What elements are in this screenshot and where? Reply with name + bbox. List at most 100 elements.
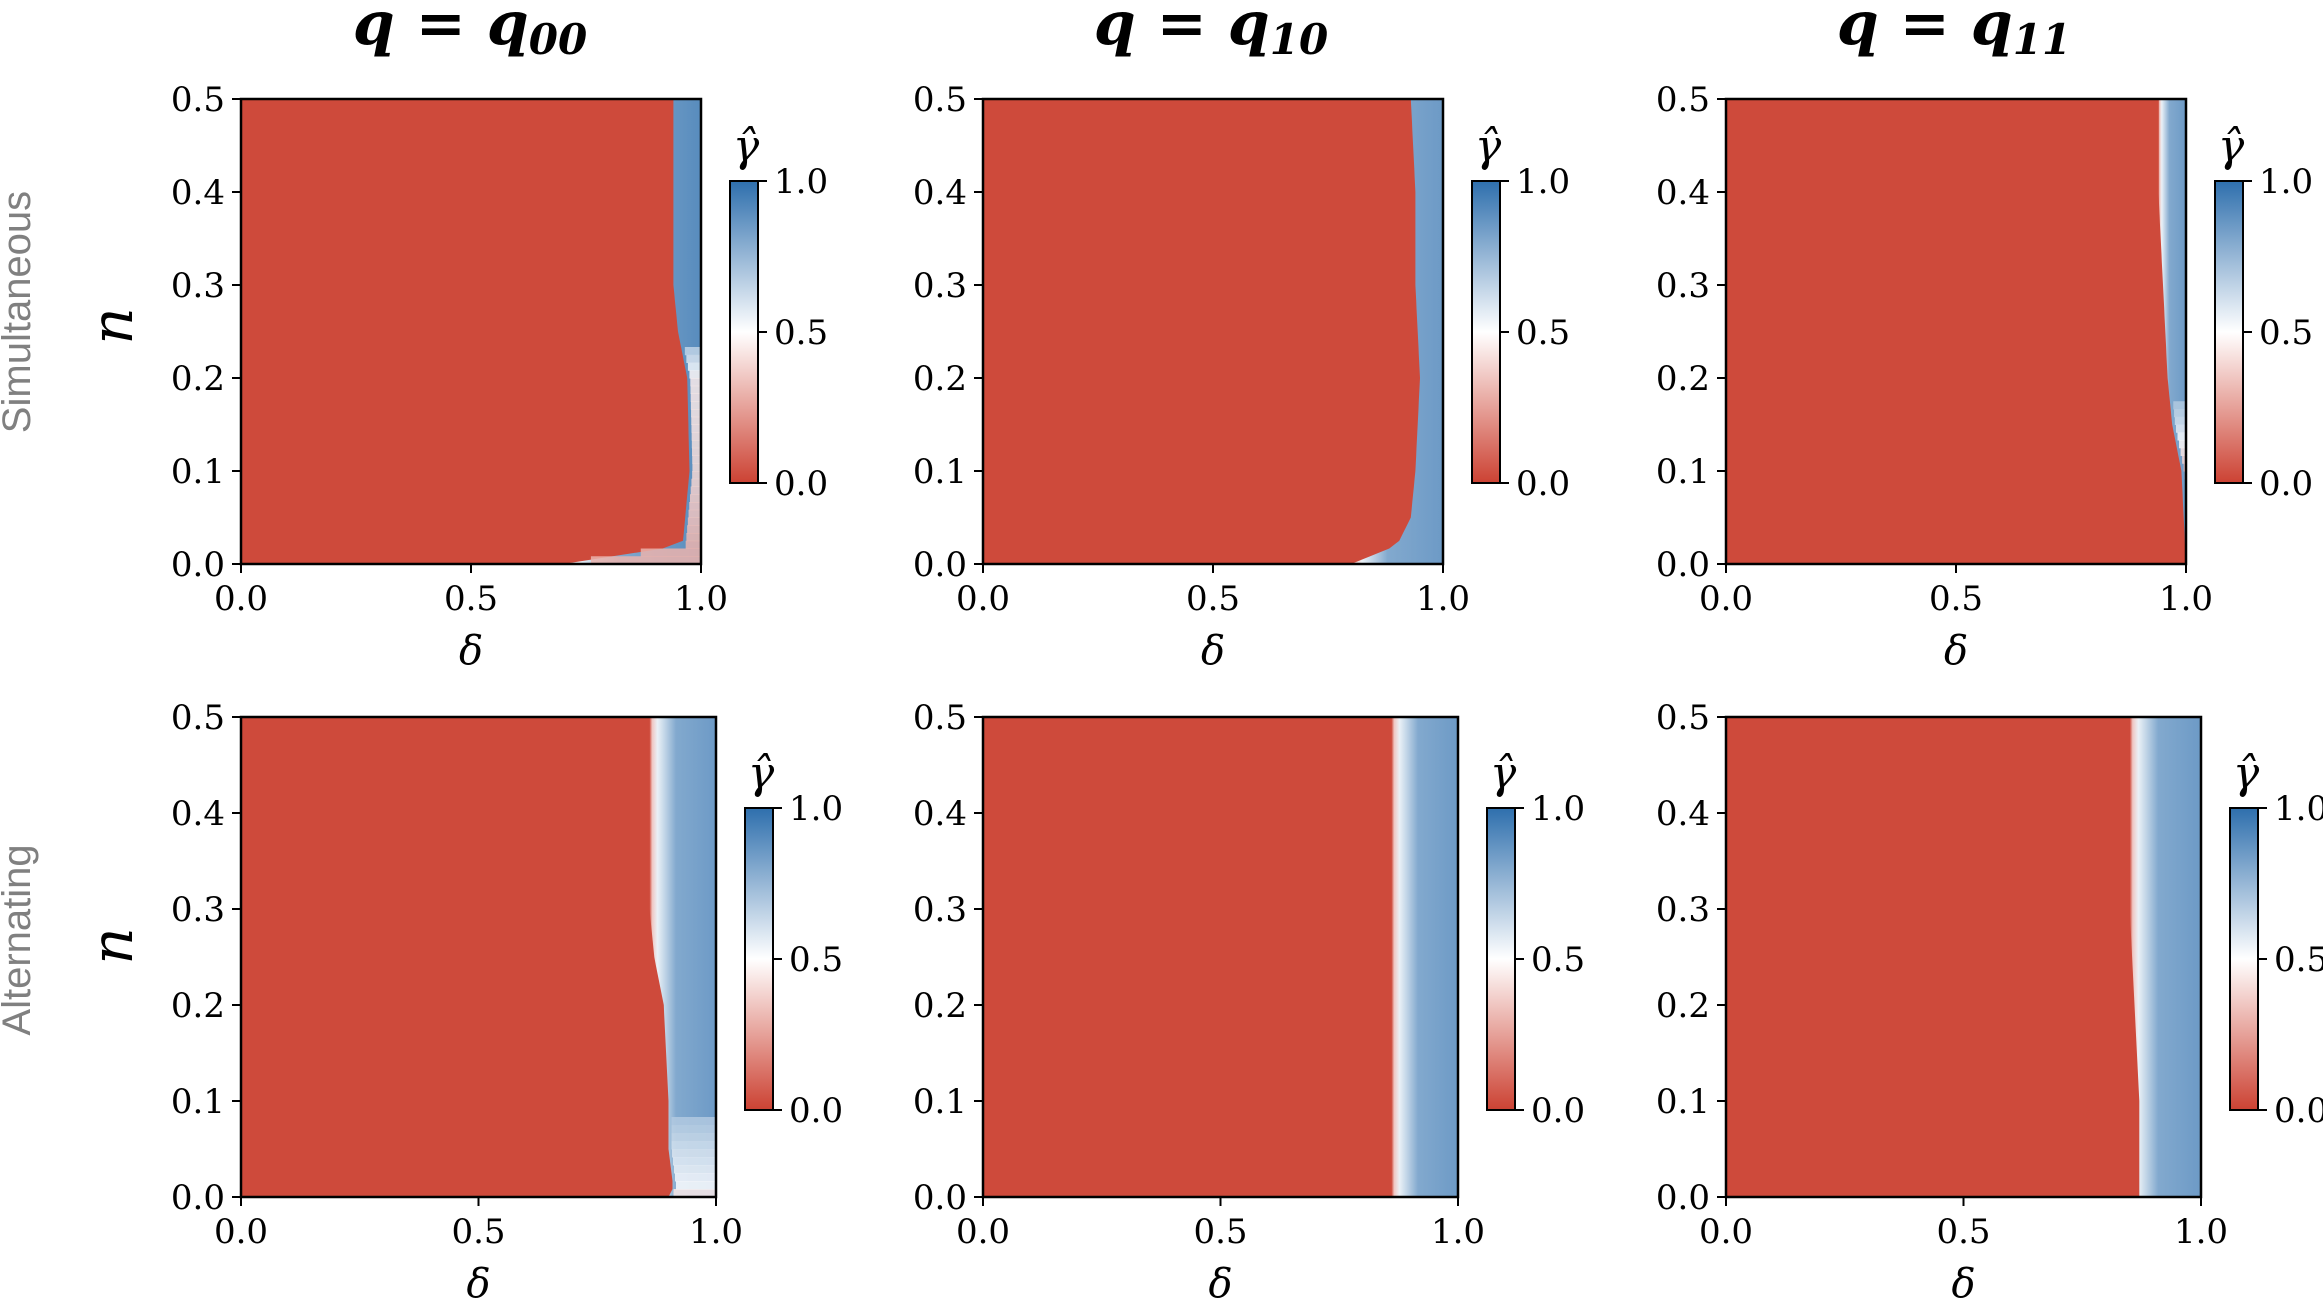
- heatmap-background: [1726, 717, 2201, 1197]
- low-value-strip: [690, 385, 701, 394]
- low-value-strip: [671, 1149, 716, 1158]
- colorbar-tick-label: 0.0: [2259, 464, 2313, 504]
- y-tick-label: 0.5: [1656, 80, 1710, 120]
- low-value-strip: [691, 478, 701, 487]
- x-tick-label: 0.0: [956, 579, 1010, 619]
- row-label-simultaneous: Simultaneous: [0, 191, 39, 433]
- low-value-strip: [692, 463, 701, 472]
- low-value-strip: [687, 517, 701, 526]
- y-tick-label: 0.1: [171, 452, 225, 492]
- y-tick-label: 0.4: [913, 173, 967, 213]
- column-title-2: q = q10: [1094, 0, 1328, 64]
- x-axis-label: δ: [1208, 1261, 1232, 1307]
- heatmap-background: [241, 717, 716, 1197]
- low-value-strip: [686, 533, 701, 542]
- x-tick-label: 1.0: [689, 1212, 743, 1252]
- heatmap-high-region: [2158, 99, 2186, 564]
- low-value-strip: [685, 540, 701, 549]
- low-value-strip: [2175, 424, 2186, 433]
- x-tick-label: 0.0: [214, 579, 268, 619]
- y-tick-label: 0.1: [171, 1082, 225, 1122]
- cooperation-region: [2129, 717, 2201, 1197]
- low-value-strip: [2180, 447, 2186, 456]
- low-value-strip: [692, 447, 701, 456]
- panel-grid: 0.0 0.1 0.2 0.3 0.4 0.5 0.0 0.5 1.0 δ 0.0 0.5 1.0 γ̂ 0…: [171, 80, 2323, 1307]
- heatmap-background: [983, 717, 1458, 1197]
- y-tick-label: 0.3: [913, 266, 967, 306]
- heatmap-panel-simultaneous-q10: 0.0 0.1 0.2 0.3 0.4 0.5 0.0 0.5 1.0 δ 0.0 0.5 1.0 γ̂: [913, 80, 1570, 674]
- heatmap-panel-simultaneous-q11: 0.0 0.1 0.2 0.3 0.4 0.5 0.0 0.5 1.0 δ 0.0 0.5 1.0 γ̂: [1656, 80, 2313, 674]
- row2-y-axis-label: n: [78, 927, 146, 964]
- low-value-strip: [691, 416, 701, 425]
- colorbar-tick-label: 0.5: [1516, 313, 1570, 353]
- low-value-strip: [688, 509, 701, 518]
- low-value-strip: [671, 1125, 716, 1134]
- heatmap-background: [1726, 99, 2186, 564]
- column-title-2-subscript: 10: [1270, 15, 1328, 64]
- y-tick-label: 0.0: [913, 545, 967, 585]
- column-title-3: q = q11: [1837, 0, 2071, 64]
- x-tick-label: 0.5: [1193, 1212, 1247, 1252]
- low-value-strip: [675, 1181, 716, 1190]
- y-tick-label: 0.2: [171, 359, 225, 399]
- colorbar: [744, 807, 774, 1111]
- low-value-strip: [692, 471, 701, 480]
- x-tick-label: 0.0: [1699, 1212, 1753, 1252]
- colorbar-tick-label: 1.0: [2274, 789, 2323, 829]
- colorbar-tick-label: 0.0: [1516, 464, 1570, 504]
- column-title-1: q = q00: [353, 0, 587, 64]
- y-tick-label: 0.4: [1656, 794, 1710, 834]
- x-tick-label: 0.0: [1699, 579, 1753, 619]
- low-value-strip: [692, 455, 701, 464]
- x-axis-label: δ: [1201, 628, 1225, 674]
- y-tick-label: 0.5: [913, 80, 967, 120]
- colorbar-tick-label: 0.5: [774, 313, 828, 353]
- x-tick-label: 0.0: [956, 1212, 1010, 1252]
- x-axis-label: δ: [459, 628, 483, 674]
- low-value-strip: [690, 378, 701, 387]
- colorbar-tick-label: 0.0: [1531, 1091, 1585, 1131]
- y-tick-label: 0.1: [913, 452, 967, 492]
- y-tick-label: 0.0: [171, 545, 225, 585]
- y-tick-label: 0.2: [913, 986, 967, 1026]
- colorbar-tick-label: 0.5: [789, 940, 843, 980]
- y-tick-label: 0.4: [1656, 173, 1710, 213]
- column-title-3-subscript: 11: [2013, 15, 2071, 64]
- y-tick-label: 0.3: [1656, 890, 1710, 930]
- row1-y-axis-label: n: [78, 307, 146, 344]
- heatmap-high-region: [563, 99, 701, 564]
- y-tick-label: 0.4: [171, 173, 225, 213]
- low-value-strip: [2174, 416, 2186, 425]
- y-tick-label: 0.0: [171, 1178, 225, 1218]
- colorbar-tick-label: 0.0: [789, 1091, 843, 1131]
- low-value-strip: [691, 440, 701, 449]
- colorbar: [2229, 807, 2259, 1111]
- y-tick-label: 0.3: [1656, 266, 1710, 306]
- x-tick-label: 0.5: [1186, 579, 1240, 619]
- y-tick-label: 0.3: [171, 266, 225, 306]
- colorbar-label: γ̂: [733, 121, 760, 172]
- x-axis-label: δ: [1951, 1261, 1975, 1307]
- colorbar-tick-label: 1.0: [1516, 162, 1570, 202]
- x-tick-label: 0.0: [214, 1212, 268, 1252]
- low-value-strip: [671, 1141, 716, 1150]
- cooperation-region: [1391, 717, 1458, 1197]
- colorbar-tick-label: 1.0: [789, 789, 843, 829]
- y-tick-label: 0.3: [913, 890, 967, 930]
- y-tick-label: 0.5: [1656, 698, 1710, 738]
- low-value-strip: [691, 409, 701, 418]
- low-value-strip: [674, 1173, 716, 1182]
- low-value-strip: [671, 1117, 716, 1126]
- low-value-strip: [686, 354, 701, 363]
- low-value-strip: [690, 393, 701, 402]
- colorbar-tick-label: 1.0: [2259, 162, 2313, 202]
- low-value-strip: [671, 1133, 716, 1142]
- colorbar: [729, 180, 759, 484]
- low-value-strip: [689, 370, 701, 379]
- low-value-strip: [2174, 409, 2186, 418]
- colorbar-tick-label: 0.5: [2259, 313, 2313, 353]
- x-tick-label: 1.0: [1431, 1212, 1485, 1252]
- heatmap-high-region: [2129, 717, 2201, 1197]
- colorbar-tick-label: 0.0: [2274, 1091, 2323, 1131]
- colorbar-tick-label: 0.0: [774, 464, 828, 504]
